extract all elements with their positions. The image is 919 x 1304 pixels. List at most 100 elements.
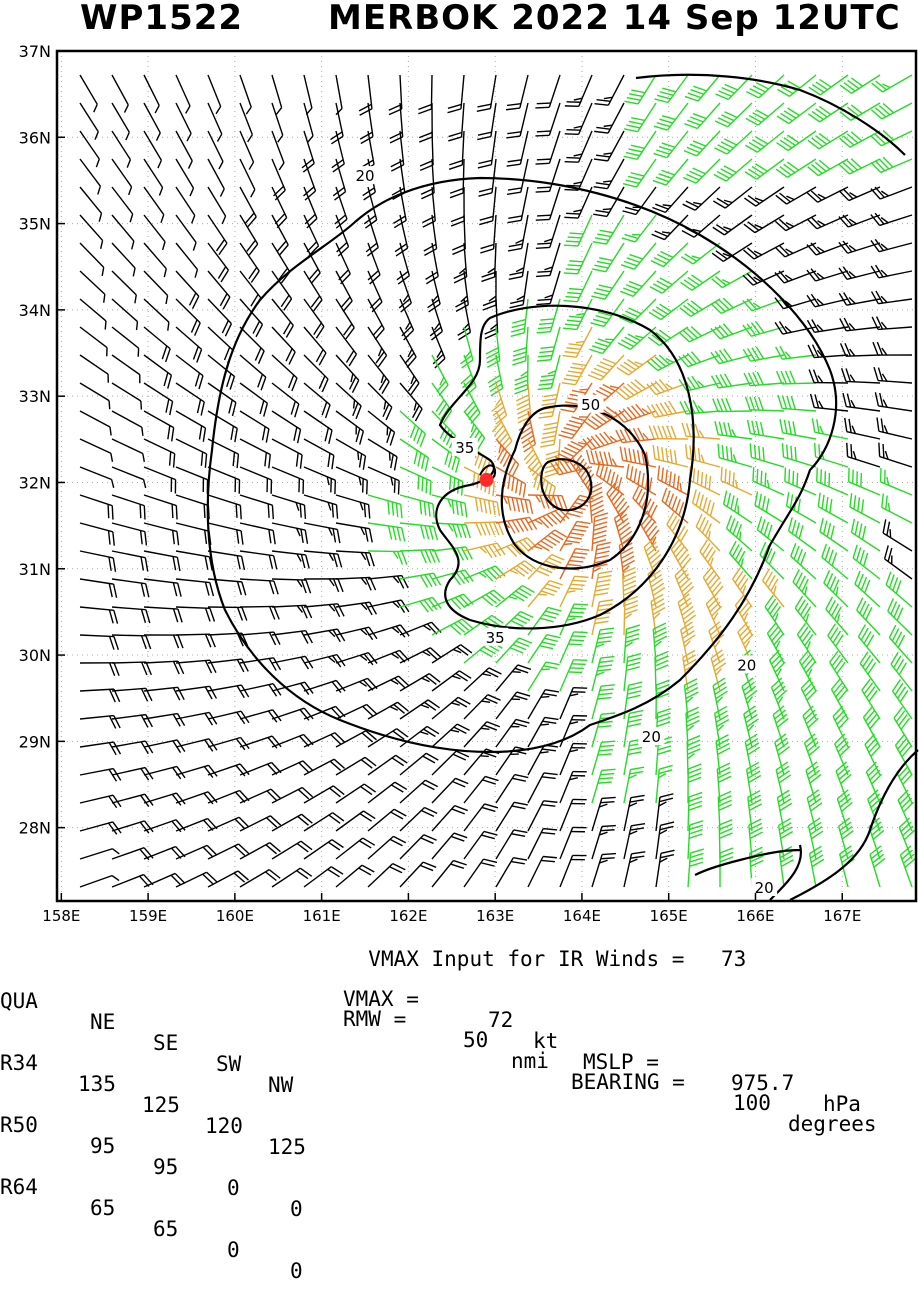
wind-barb	[464, 522, 503, 535]
table-cell: 125	[142, 1095, 180, 1116]
wind-barb	[563, 299, 592, 329]
vmax-value: 72	[488, 1010, 513, 1031]
x-tick-label: 167E	[823, 907, 861, 925]
wind-barb	[772, 678, 787, 719]
wind-barb	[176, 739, 217, 751]
wind-barb	[240, 439, 270, 468]
wind-barb	[304, 383, 330, 418]
wind-barb	[724, 491, 752, 523]
wind-barb	[594, 131, 624, 161]
wind-barb	[565, 131, 592, 162]
wind-barb	[485, 299, 498, 339]
wind-barb	[650, 271, 688, 293]
wind-barb	[808, 103, 848, 122]
wind-barb	[464, 566, 505, 581]
wind-barb	[851, 519, 880, 551]
contour-label: 20	[737, 656, 756, 674]
y-tick-label: 32N	[19, 473, 51, 492]
wind-barb	[750, 443, 784, 467]
wind-barb	[560, 799, 587, 831]
table-cell: R64	[0, 1177, 38, 1198]
x-tick-label: 162E	[389, 907, 427, 925]
wind-barb	[368, 411, 395, 446]
wind-barb	[594, 159, 624, 189]
wind-barb	[432, 724, 470, 747]
wind-barb	[720, 848, 733, 887]
wind-barb	[304, 271, 322, 311]
wind-barb	[785, 467, 816, 495]
wind-barb	[560, 855, 587, 887]
wind-barb	[799, 651, 816, 691]
wind-barb	[680, 299, 720, 316]
wind-barb	[865, 734, 880, 775]
table-cell: 0	[290, 1199, 303, 1220]
wind-barb	[400, 467, 431, 495]
table-cell: 65	[153, 1219, 178, 1240]
wind-barb	[835, 734, 850, 775]
wind-barb	[208, 579, 246, 595]
wind-barb	[432, 697, 470, 719]
wind-barb	[833, 706, 848, 747]
wind-barb	[478, 131, 496, 168]
wind-barb	[685, 75, 720, 101]
wind-barb	[617, 355, 656, 375]
y-tick-label: 30N	[19, 646, 51, 665]
wind-barb	[743, 321, 784, 336]
wind-barb	[715, 103, 752, 127]
wind-barb	[620, 271, 656, 296]
wind-barb	[208, 711, 249, 724]
wind-barb	[496, 719, 529, 747]
wind-barb	[506, 75, 528, 110]
wind-barb	[272, 243, 290, 283]
wind-barb	[208, 495, 241, 519]
y-tick-label: 34N	[19, 301, 51, 320]
wind-barb	[432, 383, 452, 422]
wind-barb	[560, 632, 588, 663]
wind-barb	[743, 347, 784, 361]
wind-barb	[304, 187, 317, 228]
x-tick-label: 166E	[736, 907, 774, 925]
wind-barb	[336, 523, 372, 542]
wind-barb	[368, 864, 405, 887]
wind-barb	[711, 324, 752, 339]
wind-barb	[176, 355, 203, 389]
wind-barb	[510, 271, 528, 308]
wind-barb	[842, 368, 880, 383]
wind-barb	[176, 439, 207, 468]
contour-label: 35	[455, 439, 474, 457]
wind-barb	[853, 545, 880, 579]
table-row-r64: R64 65 65 0 0	[0, 1156, 51, 1176]
storm-center-marker	[480, 473, 494, 487]
wind-barb	[683, 159, 720, 183]
wind-barb	[592, 854, 616, 887]
wind-barb	[400, 780, 438, 803]
wind-barb	[839, 215, 880, 227]
wind-barb	[787, 492, 816, 523]
wind-barb	[112, 821, 153, 833]
wind-barb	[655, 75, 688, 102]
wind-barb	[879, 443, 912, 467]
wind-barb	[272, 868, 312, 887]
wind-barb	[336, 327, 356, 366]
wind-barb	[862, 679, 880, 719]
wind-barb	[240, 495, 273, 519]
wind-barb	[512, 327, 528, 365]
wind-barb	[877, 417, 912, 439]
wind-barb	[839, 241, 880, 253]
wind-barb	[240, 523, 275, 544]
wind-barb	[368, 836, 406, 859]
wind-barb	[336, 551, 374, 566]
y-tick-label: 37N	[19, 42, 51, 61]
wind-barb	[872, 75, 912, 92]
bearing-value: 100	[733, 1093, 771, 1114]
wind-barb	[560, 716, 587, 747]
wind-barb	[272, 551, 309, 568]
wind-barb	[899, 818, 914, 859]
wind-barb	[432, 355, 448, 396]
wind-barb	[336, 838, 375, 859]
wind-barb	[528, 829, 557, 859]
wind-barb	[803, 706, 818, 747]
wind-barb	[843, 393, 880, 411]
wind-barb	[368, 523, 405, 541]
wind-barb	[748, 420, 784, 439]
